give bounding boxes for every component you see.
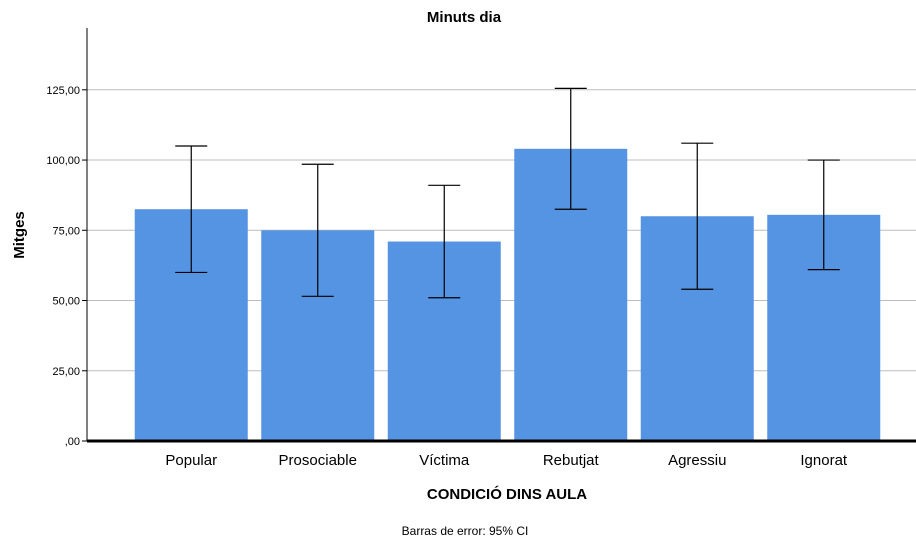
- x-tick-label: Rebutjat: [543, 452, 600, 469]
- y-axis-ticks: ,00 25,00 50,00 75,00 100,00 125,00: [46, 85, 87, 448]
- error-bar-footnote: Barras de error: 95% CI: [402, 524, 529, 538]
- y-axis-title: Mitges: [11, 211, 28, 259]
- y-tick-label: 25,00: [52, 366, 80, 378]
- x-tick-label: Víctima: [419, 452, 470, 469]
- x-axis-labels: Popular Prosociable Víctima Rebutjat Agressi…: [165, 452, 848, 469]
- y-tick-label: 125,00: [46, 85, 80, 97]
- x-axis-title: CONDICIÓ DINS AULA: [427, 485, 587, 503]
- x-tick-label: Prosociable: [279, 452, 357, 469]
- y-tick-label: 50,00: [52, 296, 80, 308]
- y-tick-label: 75,00: [52, 225, 80, 237]
- bars: [134, 148, 881, 442]
- chart-title: Minuts dia: [427, 9, 502, 26]
- x-tick-label: Ignorat: [800, 452, 848, 469]
- x-tick-label: Popular: [165, 452, 217, 469]
- y-tick-label: 100,00: [46, 155, 80, 167]
- y-tick-label: ,00: [65, 436, 80, 448]
- x-tick-label: Agressiu: [668, 452, 726, 469]
- error-bars: [175, 87, 840, 299]
